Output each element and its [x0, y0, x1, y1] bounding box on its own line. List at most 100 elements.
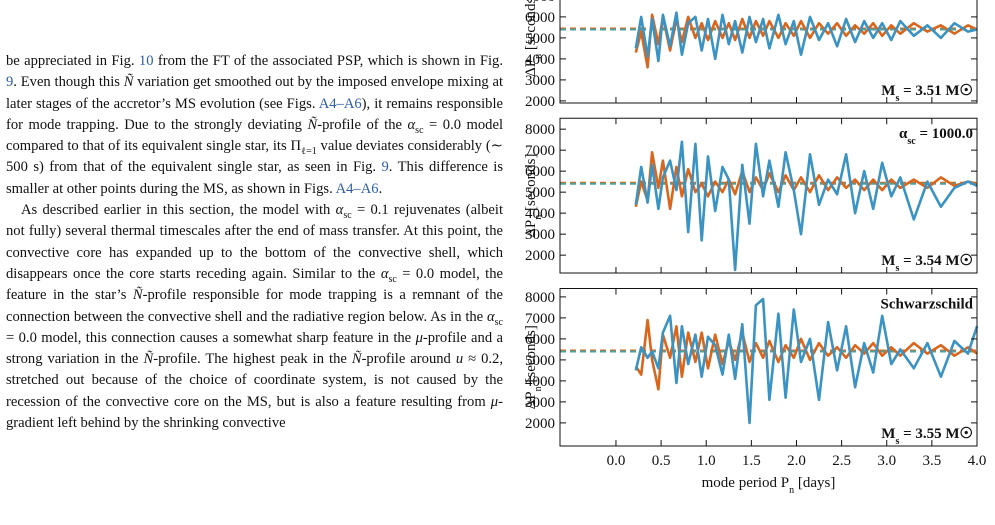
text-run: ), it remains responsible for mode trapp…	[6, 95, 504, 133]
text-main: M	[881, 253, 895, 269]
panel-frame	[559, 0, 978, 104]
text-run: -profile around	[361, 351, 456, 368]
text-rest: = 3.51 M☉	[899, 83, 973, 99]
y-tick-label: 7000	[525, 0, 555, 5]
x-axis-label: mode period Pn [days]	[702, 475, 836, 496]
text-subscript: s	[895, 436, 899, 447]
text-main: Schwarzschild	[880, 297, 973, 313]
panel-frame	[559, 117, 978, 274]
text-subscript: n	[533, 215, 544, 220]
annotation: Schwarzschild	[880, 297, 973, 313]
y-tick-label: 3000	[525, 395, 555, 411]
text-rest: [seconds]	[523, 0, 539, 54]
math-symbol: μ	[490, 393, 499, 410]
text-main: mode period P	[702, 475, 790, 491]
subscript: sc	[494, 316, 503, 328]
text-run: = 0.1 rejuvenates (albeit not fully) sev…	[6, 202, 503, 282]
text-run: -profile and a strong variation in the	[6, 329, 504, 368]
math-symbol: Ñ	[132, 287, 143, 304]
reference-link[interactable]: 9	[6, 74, 14, 91]
subscript: sc	[343, 209, 352, 221]
text-rest: [days]	[794, 475, 835, 491]
y-tick-label: 2000	[525, 94, 555, 110]
text-run: -profile. The highest peak in the	[153, 351, 352, 368]
math-symbol: α	[486, 308, 495, 325]
x-tick-label: 4.0	[968, 453, 987, 469]
text-main: ΔP	[523, 59, 539, 77]
text-run: value deviates considerably (∼ 500 s) fr…	[6, 138, 503, 176]
y-tick-label: 8000	[525, 122, 555, 138]
annotation: Ms = 3.54 M☉	[881, 253, 973, 274]
text-main: M	[881, 426, 895, 442]
text-subscript: s	[895, 93, 899, 104]
y-axis-label: ΔPn [seconds]	[523, 325, 544, 409]
text-rest: [seconds]	[523, 325, 539, 386]
y-tick-label: 3000	[525, 227, 555, 243]
data-line	[634, 297, 979, 425]
reference-link[interactable]: A4–A6	[318, 95, 362, 112]
paragraph: be appreciated in Fig. 10 from the FT of…	[6, 51, 503, 200]
y-tick-label: 5000	[525, 353, 555, 369]
x-tick-label: 2.0	[787, 453, 806, 469]
data-line	[634, 151, 978, 211]
text-run: -profile of the	[317, 116, 408, 133]
x-tick-label: 3.0	[877, 453, 896, 469]
reference-link[interactable]: A4–A6	[335, 180, 379, 197]
text-subscript: n	[789, 485, 794, 496]
y-tick-label: 4000	[525, 52, 555, 68]
math-symbol: μ	[415, 329, 423, 346]
reference-link[interactable]: 10	[138, 53, 154, 69]
math-symbol: Ñ	[143, 351, 154, 368]
text-run: = 0.0 model, the feature in the star’s	[6, 265, 503, 304]
text-rest: = 3.55 M☉	[899, 426, 973, 442]
math-symbol: α	[335, 202, 344, 219]
text-run: be appreciated in Fig.	[6, 53, 139, 69]
text-main: ΔP	[523, 220, 539, 238]
annotation: Ms = 3.51 M☉	[881, 83, 973, 104]
text-run: = 0.0 model, this connection causes a so…	[6, 329, 416, 346]
x-tick-label: 0.5	[652, 453, 671, 469]
text-subscript: sc	[907, 136, 916, 147]
annotation: αsc = 1000.0	[899, 126, 973, 147]
y-tick-label: 7000	[525, 143, 555, 159]
y-tick-label: 4000	[525, 374, 555, 390]
text-main: M	[881, 83, 895, 99]
y-axis-label: ΔPn [seconds]	[523, 0, 544, 77]
panel-frame	[559, 288, 978, 447]
x-tick-label: 2.5	[832, 453, 851, 469]
math-symbol: Ñ	[351, 351, 362, 368]
math-symbol: α	[407, 116, 416, 133]
math-symbol: α	[380, 265, 389, 282]
panel: 2000 3000 4000 5000 6000 7000 8000 0.0 0.5 1.0 1.5…	[523, 288, 987, 496]
y-tick-label: 8000	[525, 290, 555, 306]
data-line	[634, 13, 978, 69]
reference-link[interactable]: 9	[381, 159, 389, 176]
y-tick-label: 2000	[525, 248, 555, 264]
text-rest: = 3.54 M☉	[899, 253, 973, 269]
x-tick-label: 0.0	[607, 453, 626, 469]
text-run: As described earlier in this section, th…	[21, 202, 336, 219]
y-tick-label: 4000	[525, 206, 555, 222]
text-subscript: n	[533, 386, 544, 391]
text-run: ≈ 0.2, stretched out because of the choi…	[6, 351, 503, 410]
text-column: be appreciated in Fig. 10 from the FT of…	[6, 51, 503, 434]
y-axis-label: ΔPn [seconds]	[523, 153, 544, 237]
text-subscript: s	[895, 263, 899, 274]
annotation: Ms = 3.55 M☉	[881, 426, 973, 447]
y-tick-label: 7000	[525, 311, 555, 327]
paragraph: As described earlier in this section, th…	[6, 200, 503, 434]
text-run: -profile responsible for mode trapping i…	[6, 287, 504, 325]
subscript: ℓ=1	[301, 146, 317, 158]
text-main: ΔP	[523, 391, 539, 409]
math-symbol: Ñ	[123, 74, 134, 91]
text-run: = 0.0 model compared to that of its equi…	[6, 116, 504, 155]
subscript: sc	[415, 124, 424, 136]
text-run: from the FT of the associated PSP, which…	[153, 53, 503, 69]
y-tick-label: 5000	[525, 185, 555, 201]
y-tick-label: 5000	[525, 31, 555, 47]
subscript: sc	[388, 273, 397, 285]
text-subscript: n	[533, 54, 544, 59]
